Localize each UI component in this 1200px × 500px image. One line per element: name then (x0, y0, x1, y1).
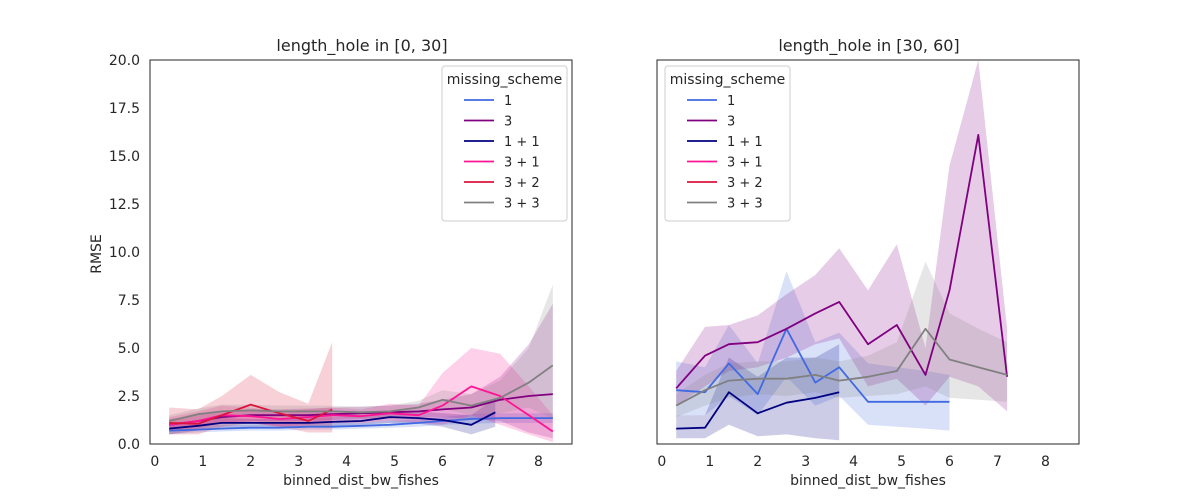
series-line-32 (169, 403, 333, 425)
series-lines (675, 133, 1008, 430)
legend-entry: 1 + 1 (504, 135, 540, 150)
legend-entry: 3 + 3 (727, 197, 763, 212)
y-tick-label: 5.0 (118, 341, 140, 357)
legend-entry: 3 + 1 (727, 156, 763, 171)
legend-entry: 3 + 2 (504, 176, 540, 191)
x-axis-label: binned_dist_bw_fishes (283, 473, 439, 489)
series-line-33 (168, 364, 554, 422)
series-lines (168, 364, 554, 433)
x-tick-label: 2 (753, 454, 762, 470)
legend-entry: 3 (727, 115, 735, 130)
x-tick-label: 1 (705, 454, 714, 470)
series-line-3 (675, 133, 1008, 389)
legend-entry: 1 (504, 94, 512, 109)
x-tick-label: 0 (657, 454, 666, 470)
x-tick-label: 6 (945, 454, 954, 470)
x-tick-label: 2 (246, 454, 255, 470)
plot-frame (149, 59, 573, 445)
ci-band-11 (169, 397, 496, 435)
panel-left: length_hole in [0, 30] RMSE binned_dist_… (89, 36, 573, 489)
series-line-1 (169, 417, 553, 432)
x-tick-label: 7 (993, 454, 1002, 470)
x-tick-label: 0 (150, 454, 159, 470)
x-tick-label: 3 (801, 454, 810, 470)
ci-band-3 (169, 303, 553, 439)
legend: missing_scheme 1 3 1 + 1 3 + 1 3 + 2 3 + 3 (664, 65, 791, 222)
y-axis-label: RMSE (89, 234, 105, 274)
panel-title: length_hole in [0, 30] (276, 36, 447, 56)
legend-entry: 3 + 3 (504, 197, 540, 212)
ci-band-3 (676, 60, 1008, 412)
x-tick-label: 7 (486, 454, 495, 470)
legend-entry: 3 (504, 115, 512, 130)
legend: missing_scheme 1 3 1 + 1 3 + 1 3 + 2 3 + 3 (441, 65, 568, 222)
x-tick-label: 5 (897, 454, 906, 470)
series-line-31 (169, 385, 554, 433)
y-ticks: 0.0 2.5 5.0 7.5 10.0 12.5 15.0 17.5 20.0 (109, 53, 140, 453)
y-tick-label: 15.0 (109, 149, 140, 165)
y-tick-label: 10.0 (109, 245, 140, 261)
legend-entry: 3 + 2 (727, 176, 763, 191)
x-ticks: 0 1 2 3 4 5 6 7 8 (657, 454, 1050, 470)
y-tick-label: 7.5 (118, 293, 140, 309)
x-tick-label: 8 (1041, 454, 1050, 470)
x-tick-label: 5 (390, 454, 399, 470)
y-tick-label: 17.5 (109, 101, 140, 117)
legend-title: missing_scheme (447, 72, 563, 88)
y-tick-label: 20.0 (109, 53, 140, 69)
legend-entry: 3 + 1 (504, 156, 540, 171)
ci-band-1 (169, 413, 553, 435)
x-tick-label: 8 (534, 454, 543, 470)
ci-band-31 (169, 348, 553, 443)
legend-title: missing_scheme (670, 72, 786, 88)
panel-title: length_hole in [30, 60] (778, 36, 959, 56)
plot-frame (656, 59, 1080, 445)
x-tick-label: 4 (849, 454, 858, 470)
x-ticks: 0 1 2 3 4 5 6 7 8 (150, 454, 543, 470)
series-line-3 (169, 393, 553, 426)
series-line-11 (169, 411, 496, 430)
panel-right: length_hole in [30, 60] binned_dist_bw_f… (656, 36, 1080, 489)
x-tick-label: 1 (198, 454, 207, 470)
legend-entry: 1 (727, 94, 735, 109)
ci-band-1 (676, 271, 950, 431)
legend-entry: 1 + 1 (727, 135, 763, 150)
x-tick-label: 3 (294, 454, 303, 470)
x-tick-label: 6 (438, 454, 447, 470)
series-line-1 (676, 327, 950, 403)
series-line-11 (676, 391, 840, 430)
y-tick-label: 12.5 (109, 197, 140, 213)
y-tick-label: 2.5 (118, 389, 140, 405)
x-tick-label: 4 (342, 454, 351, 470)
y-tick-label: 0.0 (118, 437, 140, 453)
x-axis-label: binned_dist_bw_fishes (790, 473, 946, 489)
series-line-33 (675, 327, 1008, 407)
